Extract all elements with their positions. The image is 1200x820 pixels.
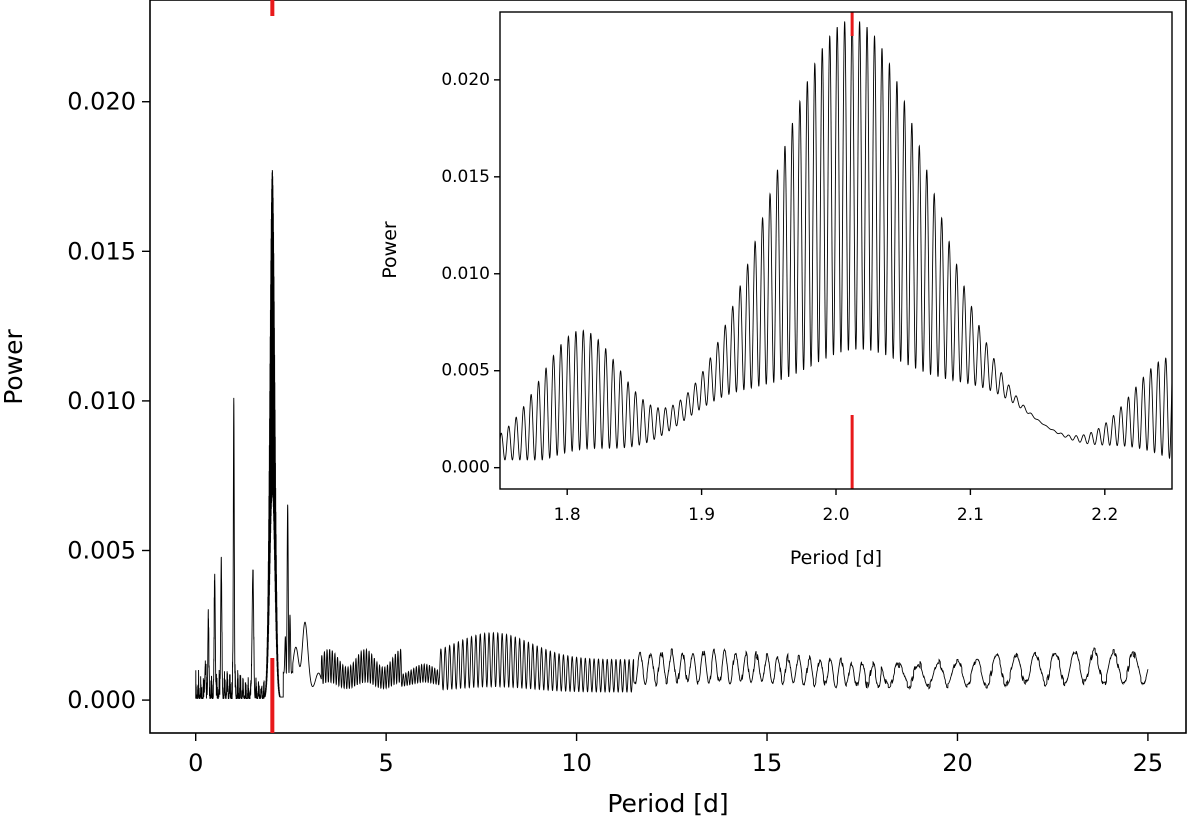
inset-x-ticks: 1.8 1.9 2.0 2.1 2.2 [554, 489, 1118, 525]
main-x-tick-label: 20 [942, 749, 973, 777]
main-x-tick-label: 25 [1133, 749, 1164, 777]
inset-x-tick-label: 1.8 [554, 505, 581, 525]
main-x-tick-label: 5 [379, 749, 394, 777]
inset-y-tick-label: 0.000 [441, 458, 490, 478]
main-x-tick-label: 15 [752, 749, 783, 777]
inset-y-axis-label: Power [379, 221, 401, 279]
main-plot-frame [149, 0, 1187, 734]
main-y-axis-label: Power [0, 328, 28, 404]
main-y-tick-label: 0.020 [67, 88, 136, 116]
main-x-ticks: 0 5 10 15 20 25 [188, 733, 1163, 777]
main-x-axis-label: Period [d] [607, 789, 728, 818]
main-x-tick-label: 0 [188, 749, 203, 777]
main-y-ticks: 0.000 0.005 0.010 0.015 0.020 [67, 88, 150, 714]
inset-x-tick-label: 2.0 [822, 505, 849, 525]
inset-chart: 1.8 1.9 2.0 2.1 2.2 0.000 0.005 0.010 0.015 0.02… [379, 11, 1173, 569]
inset-y-tick-label: 0.010 [441, 264, 490, 284]
inset-x-tick-label: 2.2 [1091, 505, 1118, 525]
inset-x-tick-label: 1.9 [688, 505, 715, 525]
inset-y-tick-label: 0.005 [441, 361, 490, 381]
inset-y-tick-label: 0.020 [441, 70, 490, 90]
inset-x-axis-label: Period [d] [790, 547, 882, 569]
main-y-tick-label: 0.015 [67, 237, 136, 265]
main-y-tick-label: 0.010 [67, 387, 136, 415]
inset-x-tick-label: 2.1 [957, 505, 984, 525]
main-y-tick-label: 0.000 [67, 686, 136, 714]
main-power-line [195, 169, 1149, 700]
inset-power-line [499, 19, 1173, 461]
inset-plot-frame [499, 11, 1173, 490]
main-y-tick-label: 0.005 [67, 536, 136, 564]
main-x-tick-label: 10 [561, 749, 592, 777]
inset-y-tick-label: 0.015 [441, 167, 490, 187]
inset-y-ticks: 0.000 0.005 0.010 0.015 0.020 [441, 70, 500, 478]
